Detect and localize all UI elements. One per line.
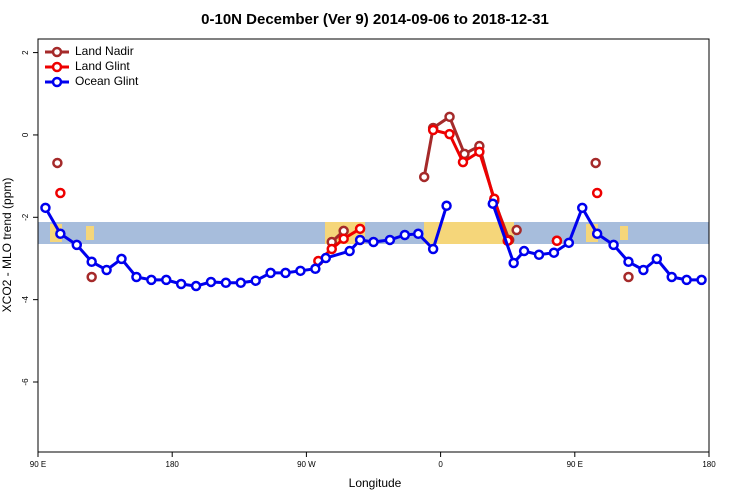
data-point — [190, 280, 202, 292]
x-tick-label: 180 — [166, 460, 180, 469]
y-axis-label: XCO2 - MLO trend (ppm) — [0, 178, 14, 313]
legend-label: Ocean Glint — [75, 74, 139, 88]
legend-swatch-point — [51, 46, 63, 58]
data-point — [320, 252, 332, 264]
data-point — [533, 249, 545, 261]
data-point — [40, 202, 51, 214]
data-point — [399, 229, 411, 241]
ocean-strip — [38, 222, 709, 244]
data-point — [71, 239, 83, 251]
data-point — [384, 234, 396, 246]
legend-label: Land Nadir — [75, 44, 134, 58]
chart-title: 0-10N December (Ver 9) 2014-09-06 to 201… — [201, 11, 549, 28]
data-point — [590, 157, 601, 169]
data-point — [368, 236, 379, 248]
data-point — [444, 128, 455, 140]
data-point — [511, 224, 522, 236]
x-tick-label: 0 — [438, 460, 443, 469]
legend-swatch-point — [51, 61, 63, 73]
data-point — [310, 263, 321, 275]
data-point — [205, 276, 217, 288]
data-point — [146, 274, 157, 286]
x-tick-label: 90 E — [567, 460, 583, 469]
data-point — [220, 277, 232, 289]
data-point — [608, 239, 619, 251]
data-point — [551, 235, 563, 247]
y-tick-label: -4 — [21, 296, 30, 304]
x-tick-label: 90 W — [297, 460, 316, 469]
data-point — [651, 253, 663, 265]
data-point — [548, 247, 560, 258]
data-point — [116, 253, 127, 265]
data-point — [457, 156, 469, 168]
land-patch — [86, 226, 94, 240]
data-point — [623, 256, 634, 268]
data-point — [295, 265, 306, 277]
data-point — [508, 257, 519, 269]
y-tick-label: 2 — [21, 50, 30, 55]
data-point — [487, 198, 499, 209]
land-patch — [424, 222, 514, 244]
data-point — [344, 245, 355, 257]
data-point — [131, 271, 142, 283]
land-patch — [620, 226, 628, 240]
data-point — [412, 228, 424, 240]
data-point — [101, 264, 112, 276]
data-point — [591, 228, 603, 240]
data-point — [681, 274, 692, 286]
data-point — [160, 274, 172, 286]
data-point — [563, 237, 575, 249]
x-axis-label: Longitude — [349, 476, 402, 490]
data-point — [444, 111, 455, 123]
legend-label: Land Glint — [75, 59, 130, 73]
data-point — [52, 157, 63, 169]
x-tick-label: 90 E — [30, 460, 46, 469]
data-point — [354, 234, 366, 246]
data-point — [175, 278, 187, 290]
data-point — [86, 271, 97, 283]
y-tick-label: -2 — [21, 213, 30, 221]
data-point — [518, 245, 530, 257]
data-point — [591, 187, 603, 199]
data-point — [623, 271, 634, 283]
data-point — [441, 200, 452, 212]
legend-swatch-point — [51, 76, 63, 88]
data-point — [338, 233, 349, 244]
x-tick-label: 180 — [702, 460, 716, 469]
data-point — [280, 267, 291, 279]
y-tick-label: -6 — [21, 378, 30, 386]
data-point — [696, 274, 707, 286]
data-point — [55, 187, 66, 199]
data-point — [427, 243, 439, 255]
data-point — [638, 264, 649, 276]
data-point — [666, 271, 677, 283]
data-point — [86, 256, 97, 268]
data-point — [235, 277, 247, 289]
data-point — [418, 171, 430, 183]
data-point — [250, 275, 261, 286]
plot-frame — [37, 38, 710, 453]
data-point — [326, 243, 337, 255]
data-point — [265, 267, 276, 279]
data-point — [427, 124, 439, 136]
y-tick-label: 0 — [21, 132, 30, 137]
data-point — [55, 228, 66, 240]
data-point — [577, 202, 588, 214]
data-point — [354, 223, 366, 235]
data-point — [474, 146, 485, 158]
